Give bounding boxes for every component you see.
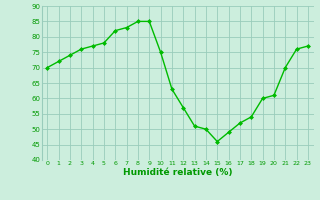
X-axis label: Humidité relative (%): Humidité relative (%): [123, 168, 232, 177]
